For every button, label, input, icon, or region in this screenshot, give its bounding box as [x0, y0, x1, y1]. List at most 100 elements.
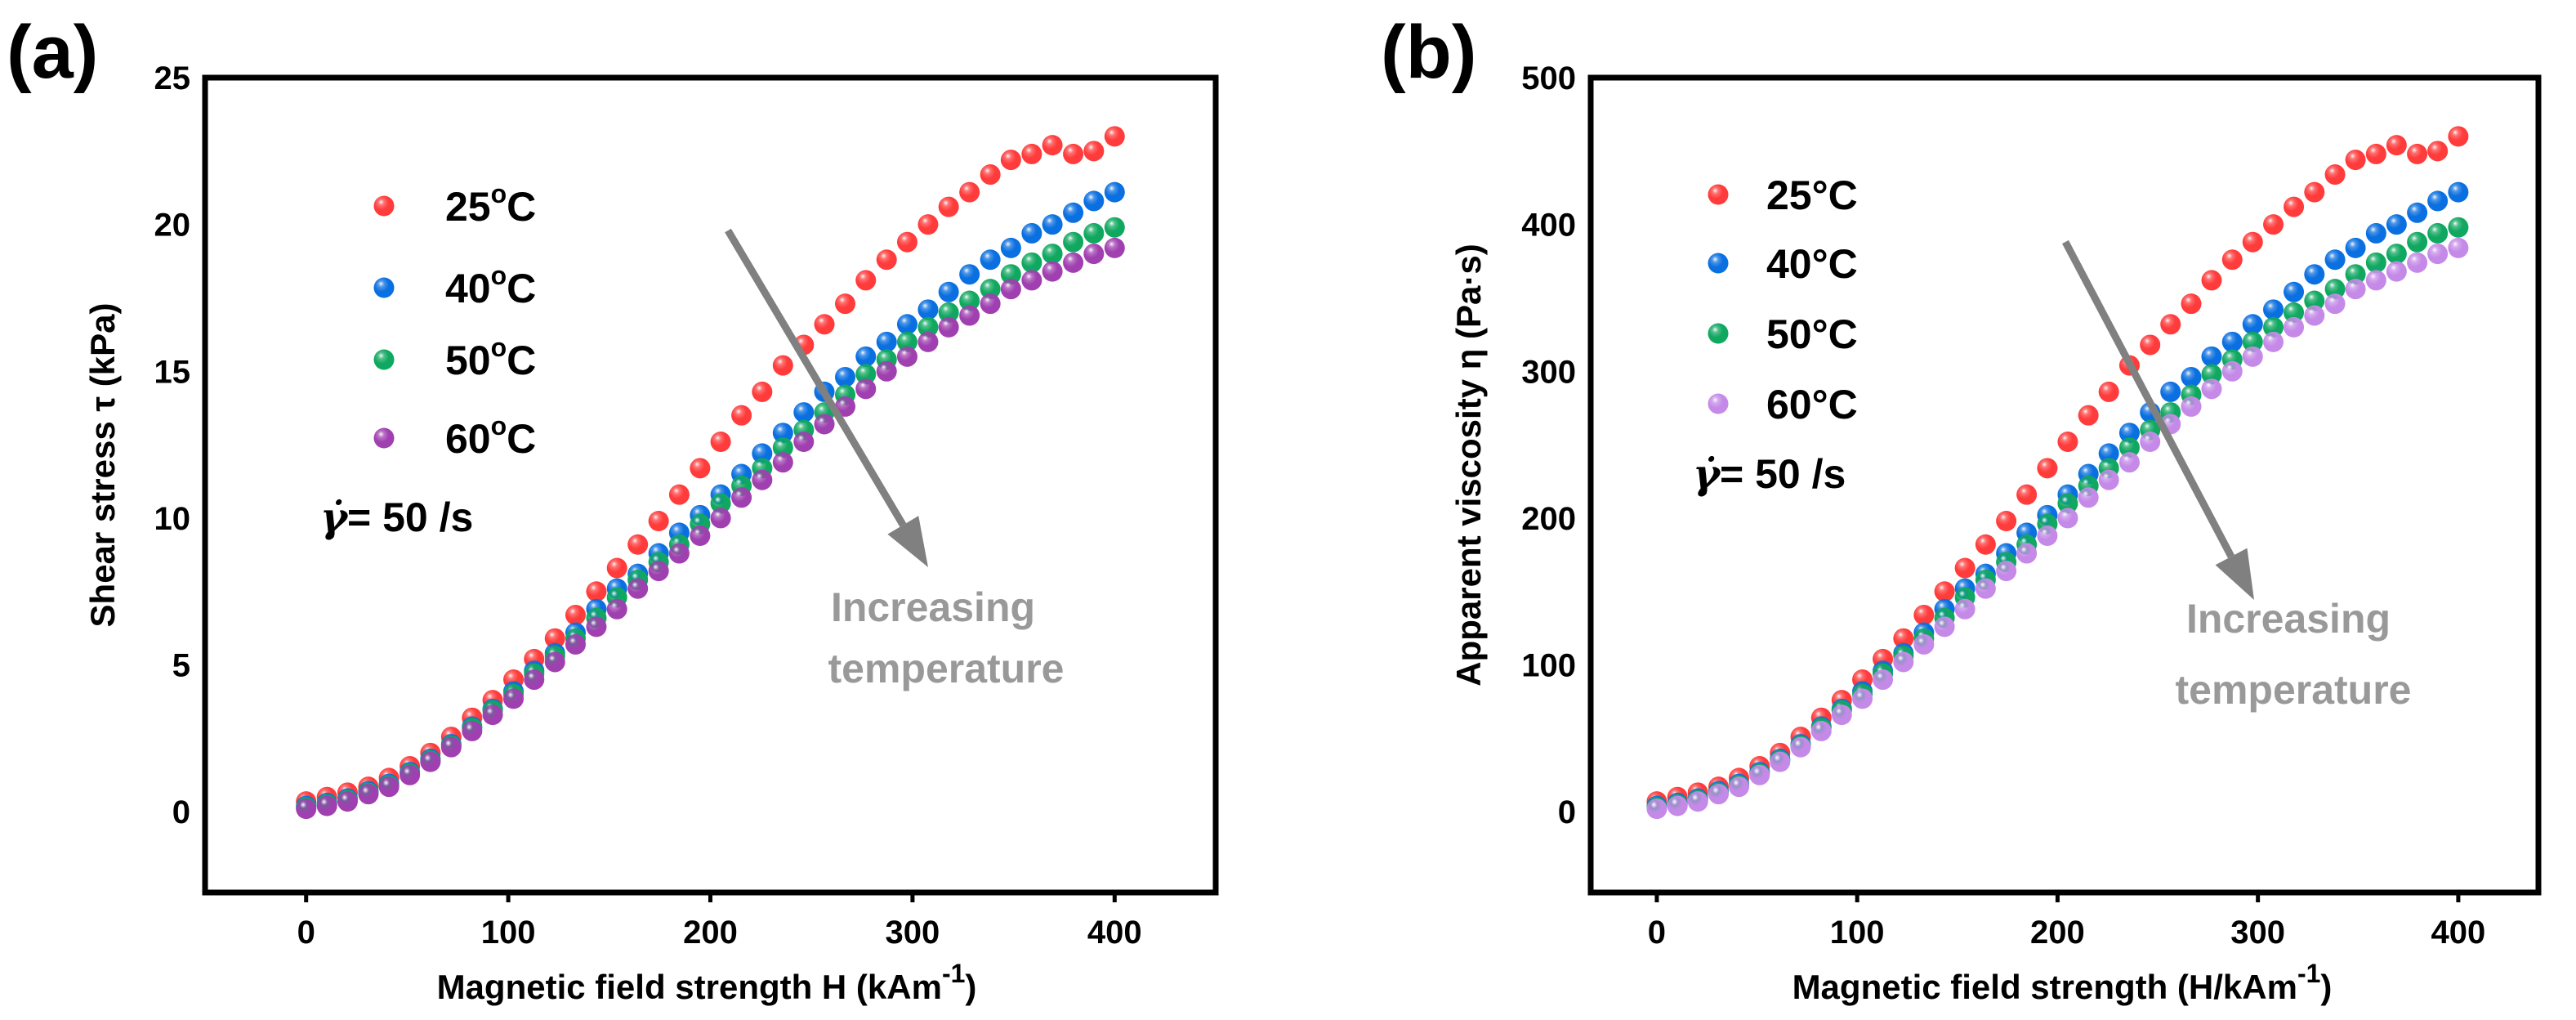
annotation-temperature: temperature	[828, 646, 1065, 691]
arrow-shaft	[725, 228, 907, 527]
legend-label-value: 50	[445, 338, 491, 383]
data-point	[2365, 143, 2386, 164]
legend-label-unit: C	[507, 338, 536, 383]
data-point	[793, 402, 815, 423]
legend-label: 50°C	[1766, 311, 1858, 357]
legend-label-value: 40°C	[1766, 241, 1858, 287]
data-point	[503, 688, 525, 709]
legend-label: 25oC	[445, 179, 536, 230]
legend-label-value: 40	[445, 266, 491, 311]
data-point	[2181, 396, 2202, 417]
data-point	[627, 578, 649, 599]
legend-marker	[1708, 253, 1729, 274]
data-point	[710, 508, 731, 529]
data-point	[1934, 616, 1955, 638]
data-point	[1996, 561, 2017, 582]
data-point	[2201, 346, 2222, 367]
data-point	[1810, 720, 1832, 741]
x-tick-label: 100	[1830, 915, 1885, 951]
data-point	[606, 598, 627, 620]
data-point	[2407, 143, 2428, 164]
data-point	[2037, 525, 2058, 546]
y-tick-label: 10	[154, 501, 191, 537]
data-point	[2181, 293, 2202, 315]
data-point	[710, 432, 731, 453]
data-point	[917, 214, 939, 235]
data-point	[316, 795, 337, 816]
shear-rate-value: = 50 /s	[347, 494, 473, 540]
x-axis-label-text: Magnetic field strength H (kAm	[437, 968, 942, 1006]
legend-marker	[1708, 323, 1729, 344]
data-point	[2263, 331, 2284, 352]
x-tick-label: 300	[2230, 915, 2285, 951]
data-point	[959, 181, 980, 203]
data-point	[2324, 249, 2346, 271]
data-point	[2242, 231, 2263, 253]
legend-label-degree: o	[491, 261, 507, 290]
legend-marker	[373, 277, 395, 298]
data-point	[2448, 237, 2469, 258]
data-point	[772, 423, 793, 444]
y-axis-label: Apparent viscosity η (Pa·s)	[1449, 244, 1488, 686]
legend-label-unit: C	[507, 184, 536, 230]
data-point	[2284, 196, 2305, 217]
data-point	[648, 511, 669, 532]
data-point	[835, 396, 856, 417]
legend-marker	[1708, 184, 1729, 205]
data-point	[752, 469, 773, 490]
data-point	[2345, 279, 2366, 300]
data-point	[1975, 578, 1996, 599]
data-point	[668, 484, 690, 505]
data-point	[855, 270, 877, 291]
data-point	[980, 249, 1001, 271]
data-point	[586, 616, 607, 638]
data-point	[772, 452, 793, 473]
legend-label-value: 60	[445, 416, 491, 462]
data-point	[980, 164, 1001, 186]
data-point	[2078, 487, 2099, 508]
data-point	[1667, 795, 1688, 816]
legend-label: 25°C	[1766, 172, 1858, 218]
data-point	[2284, 302, 2305, 323]
y-tick-label: 100	[1521, 648, 1576, 684]
data-point	[1708, 784, 1729, 805]
data-point	[710, 493, 731, 514]
legend-label-degree: o	[491, 333, 507, 362]
data-point	[896, 314, 917, 335]
x-tick-label: 0	[297, 915, 315, 951]
legend-label: 60oC	[445, 411, 536, 462]
legend-label-unit: C	[507, 266, 536, 311]
data-point	[2427, 190, 2449, 212]
data-point	[2160, 314, 2181, 335]
data-point	[2448, 126, 2469, 147]
data-point	[1021, 143, 1042, 164]
data-point	[544, 651, 565, 673]
data-point	[2407, 252, 2428, 273]
data-point	[1104, 217, 1125, 238]
data-point	[835, 366, 856, 387]
data-point	[2221, 331, 2243, 352]
data-point	[2201, 378, 2222, 400]
shear-rate-annotation: γ̇= 50 /s	[1693, 450, 1846, 498]
x-tick-label: 100	[481, 915, 536, 951]
data-point	[896, 231, 917, 253]
data-point	[772, 355, 793, 376]
data-point	[2284, 281, 2305, 302]
data-point	[2242, 314, 2263, 335]
data-point	[731, 405, 752, 426]
data-point	[1063, 252, 1084, 273]
data-point	[2324, 279, 2346, 300]
data-point	[1104, 126, 1125, 147]
data-point	[2242, 331, 2263, 352]
data-point	[980, 293, 1001, 315]
data-point	[2160, 381, 2181, 402]
data-point	[938, 196, 959, 217]
data-point	[1749, 764, 1770, 785]
data-point	[896, 331, 917, 352]
data-point	[1042, 214, 1063, 235]
data-point	[2221, 249, 2243, 271]
data-point	[835, 293, 856, 315]
legend-label-value: 60°C	[1766, 382, 1858, 427]
x-tick-label: 400	[2431, 915, 2486, 951]
data-point	[814, 414, 835, 435]
